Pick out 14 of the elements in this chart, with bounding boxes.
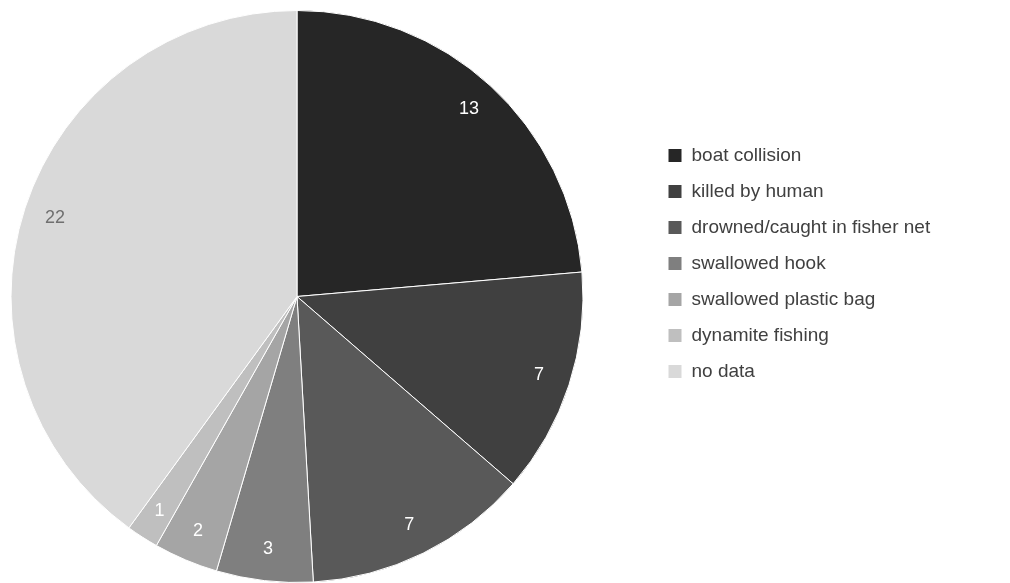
data-label: 7	[534, 364, 545, 385]
data-label: 13	[459, 97, 480, 118]
legend-label: no data	[691, 359, 756, 381]
legend-label: swallowed hook	[691, 251, 827, 273]
data-label: 22	[44, 206, 65, 227]
data-label: 1	[154, 499, 165, 520]
legend-label: swallowed plastic bag	[691, 287, 876, 309]
legend-label: dynamite fishing	[691, 323, 829, 345]
data-label: 7	[404, 513, 415, 534]
legend-label: boat collision	[691, 143, 802, 165]
data-label: 3	[262, 538, 273, 559]
data-label: 2	[192, 519, 203, 540]
legend-label: killed by human	[691, 179, 824, 201]
legend-label: drowned/caught in fisher net	[691, 215, 931, 237]
